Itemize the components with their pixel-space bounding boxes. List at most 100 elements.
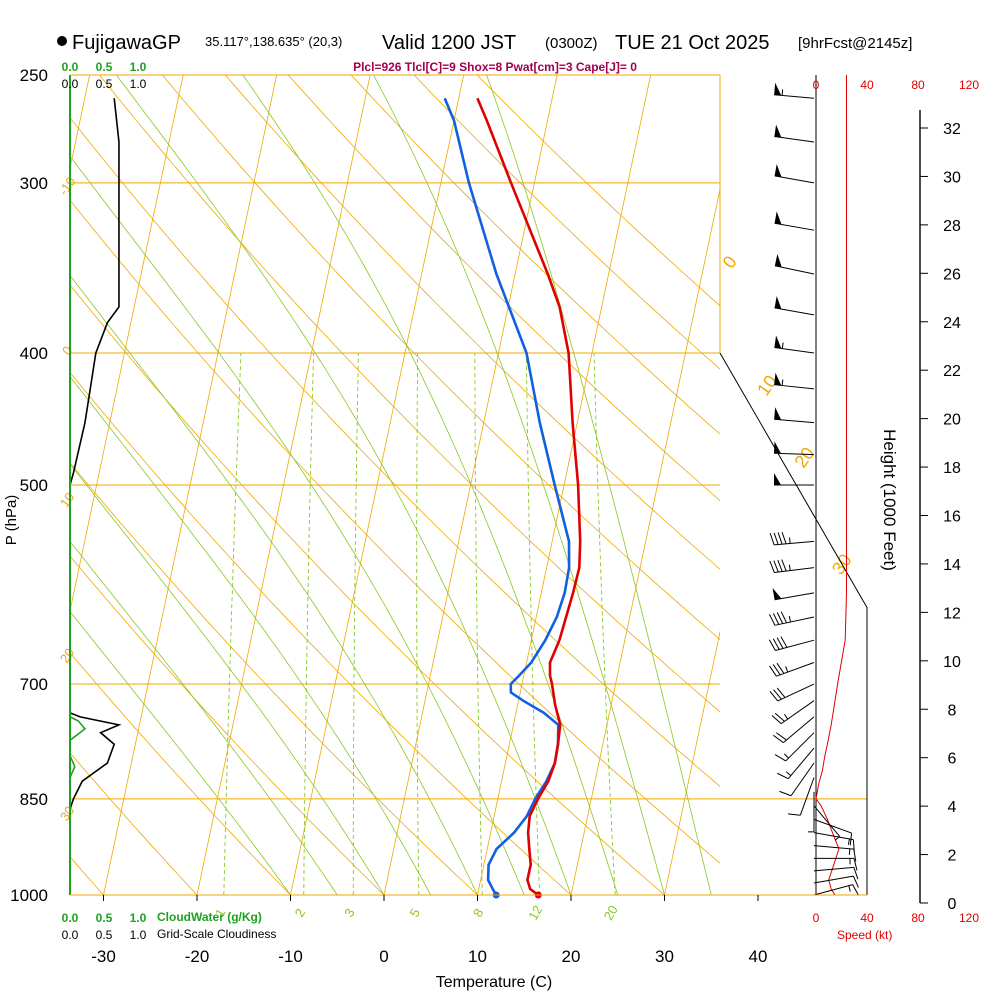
wind-barb xyxy=(813,845,857,862)
wind-barb xyxy=(774,473,814,486)
valid-time: Valid 1200 JST xyxy=(382,32,516,54)
barb-staff xyxy=(813,866,854,872)
barb-feather xyxy=(774,712,785,722)
wind-barb xyxy=(813,884,860,896)
barb-feather xyxy=(780,611,788,624)
wind-barb xyxy=(808,791,815,833)
barb-feather xyxy=(768,613,776,626)
barb-feather xyxy=(769,533,775,546)
barb-feather xyxy=(773,734,784,744)
temperature-tick-label: 20 xyxy=(562,947,581,966)
wind-barb xyxy=(769,662,815,677)
wind-barb xyxy=(813,875,859,888)
barb-staff xyxy=(774,540,815,546)
temperature-tick-label: -10 xyxy=(278,947,303,966)
dry-adiabat-line xyxy=(350,75,720,435)
barb-pennant xyxy=(774,296,782,310)
wind-barb xyxy=(813,866,859,880)
moist-adiabat-line xyxy=(70,155,525,895)
moist-adiabat-line xyxy=(70,540,338,895)
barb-staff xyxy=(790,762,815,797)
speed-tick-label-top: 0 xyxy=(813,78,820,92)
height-tick-label: 14 xyxy=(943,557,961,574)
pressure-tick-label: 300 xyxy=(20,174,48,193)
barb-feather xyxy=(776,637,784,649)
cloudiness-tick-label-top: 1.0 xyxy=(130,77,147,91)
barb-half-feather xyxy=(848,848,851,855)
barb-half-feather xyxy=(788,616,792,623)
barb-staff xyxy=(777,683,815,702)
dry-adiabat-line xyxy=(70,555,385,895)
barb-feather xyxy=(768,639,776,651)
mixing-ratio-label: 20 xyxy=(601,903,621,923)
barb-feather xyxy=(771,715,782,725)
barb-staff xyxy=(813,884,853,896)
mixing-ratio-line xyxy=(352,352,359,895)
dry-adiabat-line xyxy=(413,75,720,370)
barb-half-feather xyxy=(783,753,789,759)
pressure-tick-label: 850 xyxy=(20,790,48,809)
moist-adiabat-line xyxy=(116,75,572,895)
dry-adiabat-label: 0 xyxy=(719,252,741,272)
barb-staff xyxy=(775,639,815,652)
cloudiness-tick-label-bottom: 1.0 xyxy=(130,928,147,942)
barb-feather xyxy=(780,636,788,648)
cloudwater-profile xyxy=(69,684,87,778)
height-tick-label: 4 xyxy=(948,799,957,816)
speed-tick-label-bottom: 120 xyxy=(959,911,979,925)
barb-feather xyxy=(772,664,781,676)
barb-feather xyxy=(852,884,860,896)
barb-staff xyxy=(774,592,815,601)
temperature-line xyxy=(476,97,582,897)
cloudwater-tick-label-top: 1.0 xyxy=(130,60,147,74)
barb-feather xyxy=(777,532,783,545)
moist-adiabat-line xyxy=(242,75,619,895)
wind-barb xyxy=(769,559,815,574)
barb-half-feather xyxy=(848,885,851,892)
wind-barb xyxy=(774,164,815,184)
height-tick-label: 22 xyxy=(943,363,961,380)
wind-barb xyxy=(774,82,815,99)
wind-barb xyxy=(774,296,815,316)
station-dot-icon xyxy=(57,36,67,46)
barb-pennant xyxy=(774,211,782,225)
barb-staff xyxy=(774,418,815,424)
wind-barb xyxy=(774,253,815,275)
pressure-tick-label: 500 xyxy=(20,476,48,495)
cloudwater-tick-label-bottom: 1.0 xyxy=(130,911,147,925)
dry-adiabat-line xyxy=(224,75,720,570)
height-tick-label: 12 xyxy=(943,605,961,622)
wind-barb xyxy=(776,747,815,780)
dry-adiabat-line xyxy=(70,462,479,895)
height-tick-label: 32 xyxy=(943,121,961,138)
height-tick-label: 20 xyxy=(943,412,961,429)
chart-header: FujigawaGP 35.117°,138.635° (20,3) Valid… xyxy=(57,32,912,74)
dry-adiabat-line xyxy=(476,75,720,307)
cloudwater-tick-label-top: 0.0 xyxy=(62,60,79,74)
temperature-tick-label: -30 xyxy=(91,947,116,966)
dry-adiabat-line xyxy=(70,117,720,787)
wind-barb xyxy=(774,732,815,762)
moist-adiabat-line xyxy=(70,463,385,895)
speed-tick-label-top: 80 xyxy=(911,78,925,92)
isotherm-line xyxy=(664,630,720,895)
barb-pennant xyxy=(774,124,782,138)
barb-feather xyxy=(773,689,782,700)
cloudiness-tick-label-bottom: 0.5 xyxy=(96,928,113,942)
barb-feather xyxy=(853,858,858,871)
wind-barb xyxy=(779,762,815,797)
barb-pennant xyxy=(774,253,782,268)
barb-feather xyxy=(787,813,801,816)
barb-half-feather xyxy=(781,379,784,386)
cloudiness-tick-label-top: 0.5 xyxy=(96,77,113,91)
barb-feather xyxy=(769,560,775,573)
height-tick-label: 24 xyxy=(943,315,961,332)
barb-staff xyxy=(813,805,841,837)
wind-barb xyxy=(814,857,858,871)
barb-half-feather xyxy=(785,771,792,776)
plot-grid xyxy=(70,75,720,895)
wind-barb xyxy=(774,335,815,354)
barb-feather xyxy=(777,559,783,572)
wind-section-border xyxy=(719,352,868,895)
wind-barb xyxy=(774,407,815,424)
